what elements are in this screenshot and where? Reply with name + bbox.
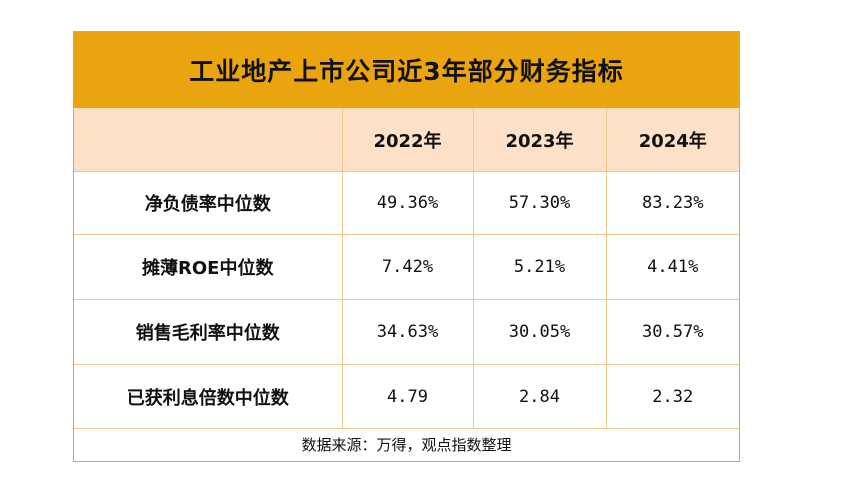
cell-value: 34.63% (341, 299, 474, 365)
cell-value: 5.21% (472, 234, 607, 300)
cell-value: 30.57% (605, 299, 739, 365)
cell-value: 7.42% (341, 234, 474, 300)
table-row: 摊薄ROE中位数 7.42% 5.21% 4.41% (74, 234, 739, 300)
cell-value: 30.05% (472, 299, 607, 365)
source-note: 数据来源：万得，观点指数整理 (74, 428, 739, 460)
table-row: 净负债率中位数 49.36% 57.30% 83.23% (74, 171, 739, 235)
cell-value: 4.41% (605, 234, 739, 300)
header-cell-2024: 2024年 (605, 108, 739, 172)
cell-value: 2.84 (472, 364, 607, 429)
cell-value: 4.79 (341, 364, 474, 429)
table-frame: 工业地产上市公司近3年部分财务指标 2022年 2023年 2024年 净负债率… (73, 31, 740, 462)
table-title: 工业地产上市公司近3年部分财务指标 (74, 32, 739, 108)
cell-value: 57.30% (472, 171, 607, 235)
table-row: 已获利息倍数中位数 4.79 2.84 2.32 (74, 364, 739, 429)
cell-value: 49.36% (341, 171, 474, 235)
header-cell-2022: 2022年 (341, 108, 474, 172)
header-cell-2023: 2023年 (472, 108, 607, 172)
cell-value: 2.32 (605, 364, 739, 429)
table-row: 销售毛利率中位数 34.63% 30.05% 30.57% (74, 299, 739, 365)
header-row: 2022年 2023年 2024年 (74, 108, 739, 172)
cell-value: 83.23% (605, 171, 739, 235)
row-label: 已获利息倍数中位数 (74, 364, 343, 429)
financial-table: 2022年 2023年 2024年 净负债率中位数 49.36% 57.30% … (74, 108, 739, 460)
header-cell-blank (74, 108, 343, 172)
row-label: 摊薄ROE中位数 (74, 234, 343, 300)
source-row: 数据来源：万得，观点指数整理 (74, 428, 739, 460)
row-label: 销售毛利率中位数 (74, 299, 343, 365)
row-label: 净负债率中位数 (74, 171, 343, 235)
